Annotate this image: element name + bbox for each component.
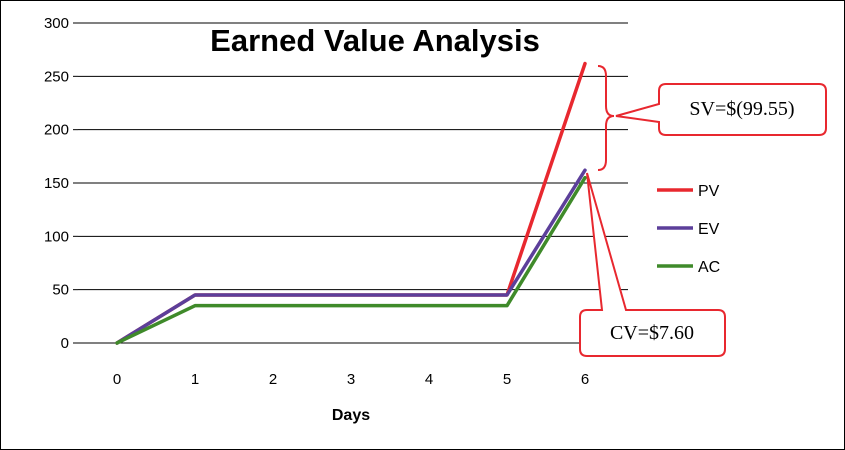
gridlines [78,22,628,291]
y-tick-label: 200 [44,122,69,139]
cv-callout: CV=$7.60 [579,172,726,357]
legend-label-ac: AC [698,259,720,276]
series-line-ac [115,175,587,345]
x-tick-label: 6 [581,371,589,388]
sv-bracket [597,65,615,171]
legend: PV EV AC [657,183,720,276]
y-tick-label: 50 [52,282,69,299]
x-tick-labels: 0 1 2 3 4 5 6 [113,371,589,388]
x-tick-label: 4 [425,371,433,388]
sv-callout-text: SV=$(99.55) [689,98,794,120]
y-tick-label: 250 [44,68,69,85]
chart-title: Earned Value Analysis [210,23,540,58]
x-tick-label: 2 [269,371,277,388]
y-tick-label: 100 [44,228,69,245]
x-tick-label: 5 [503,371,511,388]
series-line-ev [115,168,587,345]
x-axis-label: Days [332,407,370,424]
y-tick-label: 0 [61,335,69,352]
sv-callout: SV=$(99.55) [615,83,827,136]
x-tick-label: 1 [191,371,199,388]
x-tick-label: 3 [347,371,355,388]
x-tick-label: 0 [113,371,121,388]
y-tick-label: 300 [44,15,69,32]
legend-label-ev: EV [698,221,720,238]
legend-label-pv: PV [698,183,720,200]
y-tick-labels: 0 50 100 150 200 250 300 [44,15,78,352]
cv-callout-text: CV=$7.60 [610,322,694,344]
y-tick-label: 150 [44,175,69,192]
series-lines [115,61,587,345]
